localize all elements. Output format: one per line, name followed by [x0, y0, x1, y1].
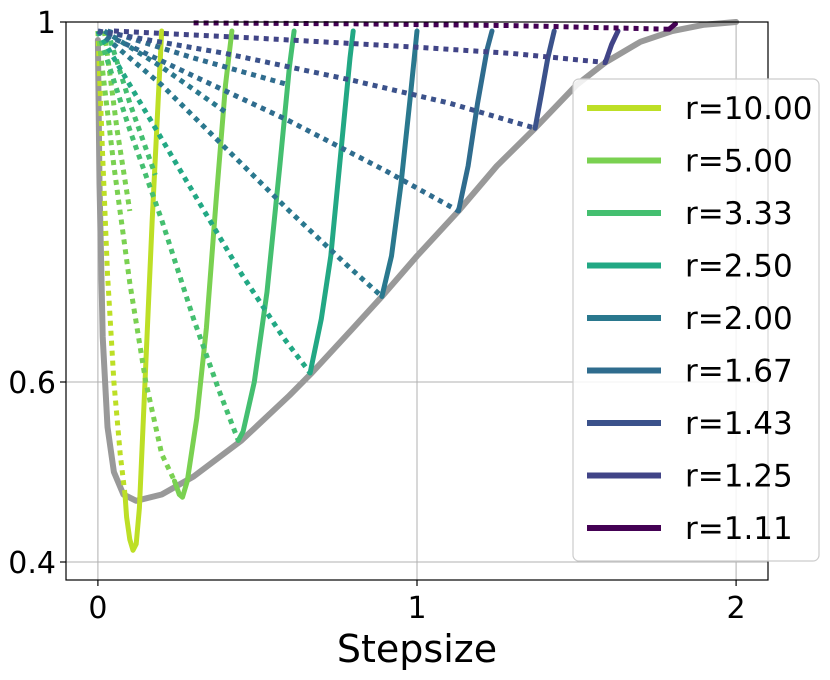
legend-label: r=1.25 — [685, 459, 793, 495]
envelope-curve — [94, 19, 740, 504]
series-dotted-line — [102, 28, 227, 115]
series-group — [97, 28, 557, 131]
series-solid-line — [456, 28, 495, 214]
legend-label: r=1.67 — [685, 354, 793, 390]
series-dotted-line — [96, 28, 460, 214]
series-dotted-line — [113, 28, 606, 65]
series-dotted-line — [193, 20, 670, 32]
series-group — [96, 28, 495, 214]
legend-label: r=5.00 — [685, 144, 793, 180]
series-solid-line — [122, 28, 165, 553]
y-tick-label: 0.6 — [8, 366, 56, 401]
legend-label: r=10.00 — [685, 91, 812, 127]
series-group — [113, 28, 621, 65]
series-solid-line — [602, 28, 621, 65]
legend-label: r=1.11 — [685, 511, 793, 547]
legend-label: r=2.00 — [685, 301, 793, 337]
series-dotted-line — [106, 28, 291, 88]
series-solid-line — [235, 28, 297, 443]
series-solid-line — [307, 28, 356, 376]
legend-label: r=1.43 — [685, 406, 793, 442]
series-dotted-line — [95, 30, 128, 495]
legend-label: r=2.50 — [685, 249, 793, 285]
y-axis-ticks: 0.4 0.6 1 — [8, 6, 66, 581]
legend-box — [572, 78, 820, 562]
series-dotted-line — [95, 30, 177, 483]
y-tick-label: 1 — [37, 6, 56, 41]
envelope-line — [94, 19, 740, 504]
series-group — [96, 28, 420, 299]
series-solid-line — [666, 21, 678, 32]
series-group — [95, 28, 165, 553]
series-group — [193, 20, 678, 32]
x-axis-label: Stepsize — [337, 627, 497, 671]
series-dotted-line — [95, 30, 241, 442]
series-lines — [95, 20, 678, 553]
legend-label: r=3.33 — [685, 196, 793, 232]
x-axis-ticks: 0 1 2 — [88, 580, 746, 626]
series-group — [95, 28, 356, 376]
y-tick-label: 0.4 — [8, 546, 56, 581]
series-solid-line — [172, 28, 235, 500]
legend: r=10.00 r=5.00 r=3.33 r=2.50 r=2.00 r=1.67 r=1… — [572, 78, 820, 562]
series-solid-line — [379, 28, 420, 299]
series-solid-line — [532, 28, 557, 131]
series-dotted-line — [97, 28, 536, 131]
x-tick-label: 1 — [407, 591, 426, 626]
x-tick-label: 2 — [727, 591, 746, 626]
x-tick-label: 0 — [88, 591, 107, 626]
